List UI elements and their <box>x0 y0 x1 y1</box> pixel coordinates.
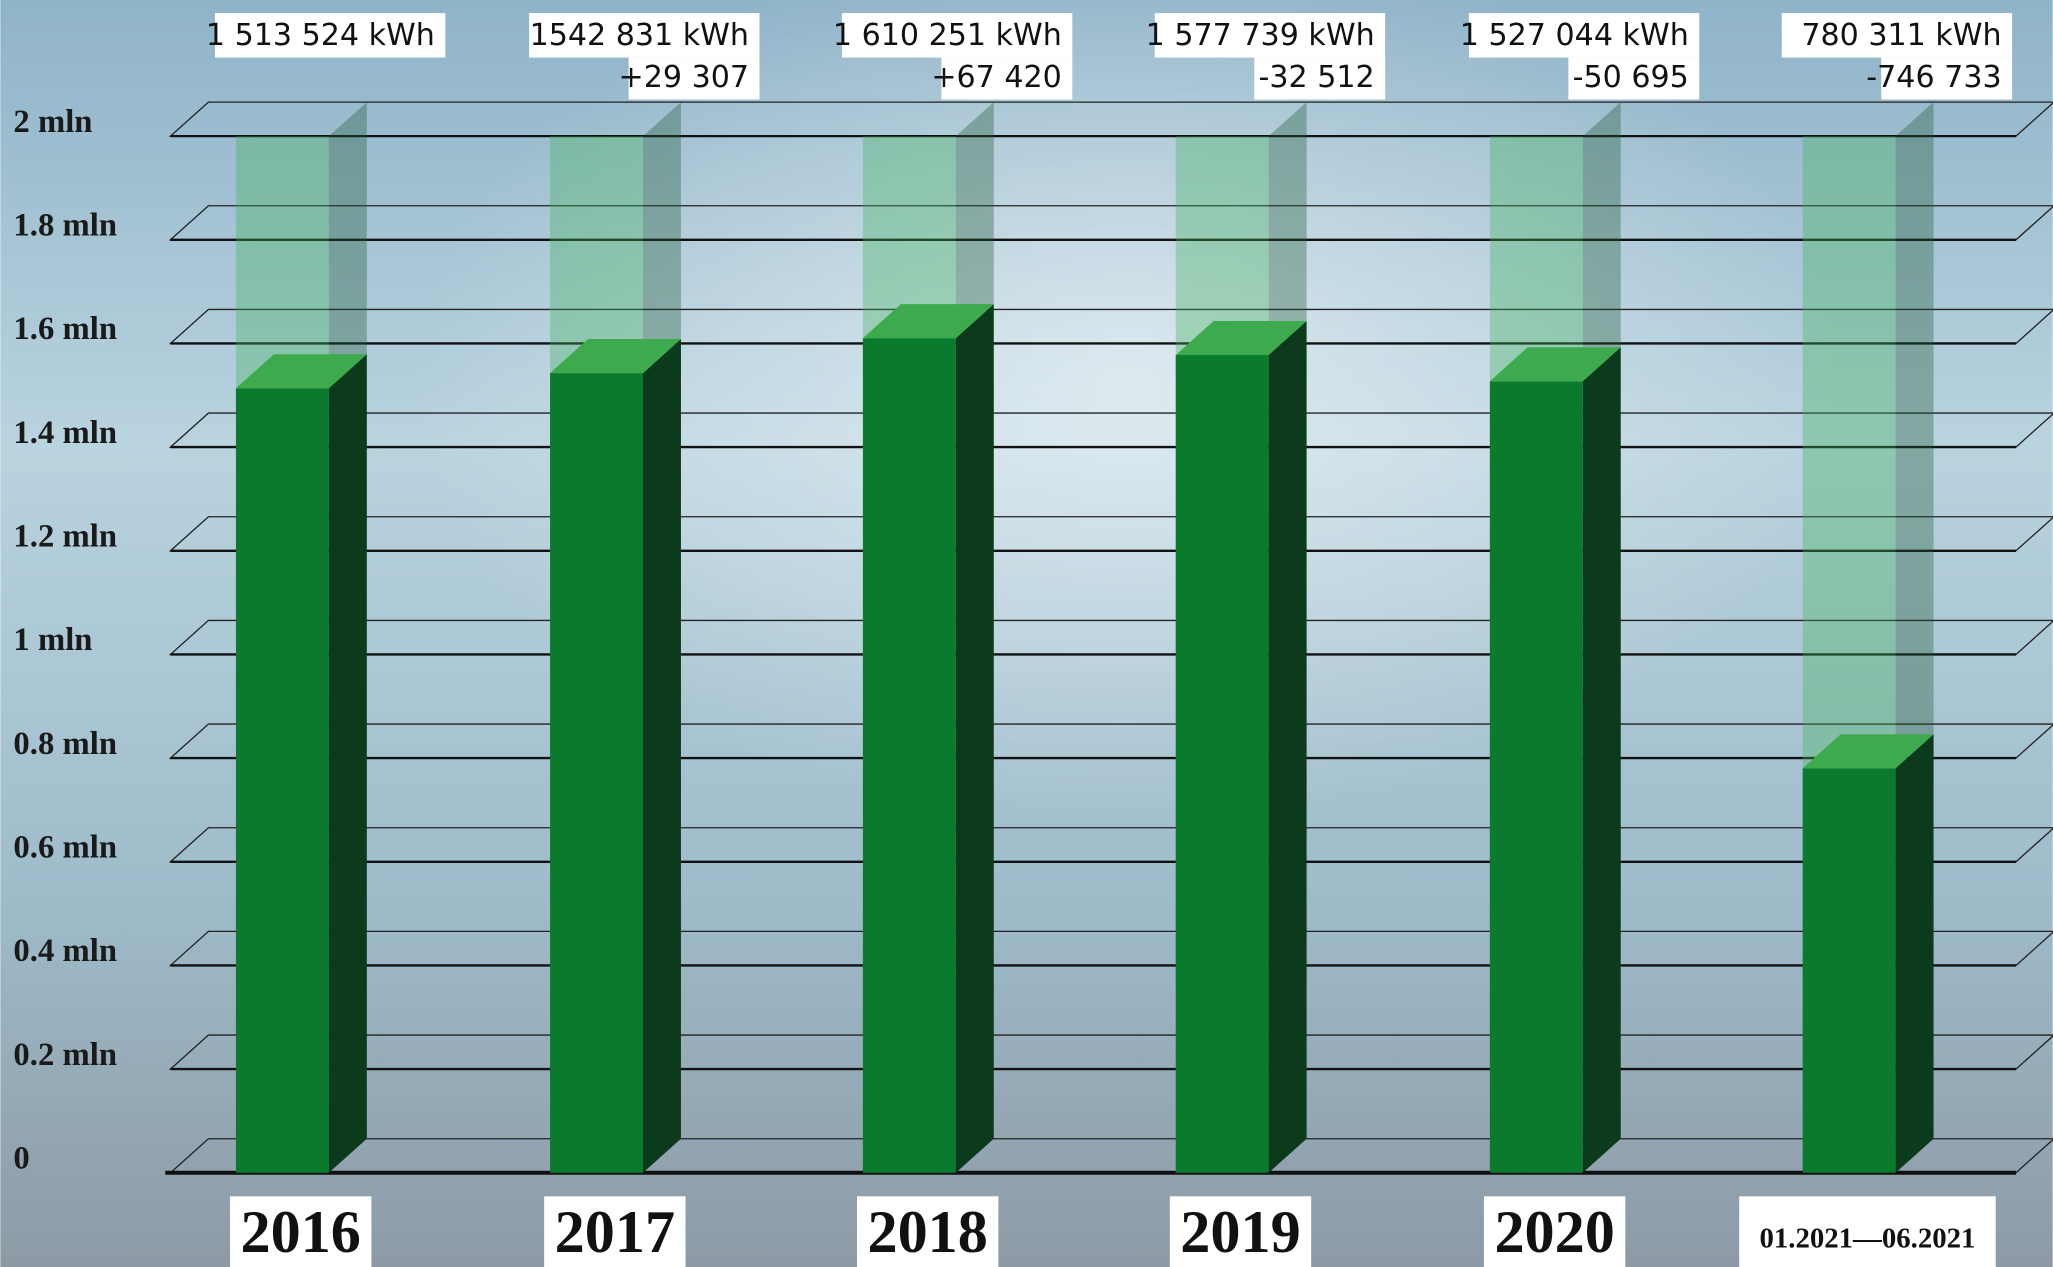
ghost-bar-side <box>1582 102 1621 382</box>
ghost-bar-side <box>328 102 367 389</box>
value-label-box <box>841 13 1073 58</box>
value-label: 1542 831 kWh <box>530 18 749 53</box>
bar-top <box>1802 734 1934 769</box>
bar-top <box>235 354 367 389</box>
change-label: -32 512 <box>1258 60 1374 95</box>
ghost-bar <box>1802 136 1896 769</box>
bar-top <box>1489 347 1621 382</box>
ghost-bar <box>235 136 329 389</box>
category-box <box>1483 1196 1626 1267</box>
bar <box>1802 768 1896 1173</box>
ghost-bar <box>1489 136 1583 382</box>
x-tick-label: 2017 <box>555 1199 675 1266</box>
value-label: 1 610 251 kWh <box>833 18 1062 53</box>
value-label-box <box>214 13 446 58</box>
ghost-bar-side <box>642 102 681 374</box>
y-tick-label: 1.8 mln <box>13 208 117 244</box>
bar-side <box>955 304 994 1173</box>
change-label: +29 307 <box>619 60 750 95</box>
y-tick-label: 2 mln <box>13 104 92 140</box>
y-tick-label: 0.4 mln <box>13 933 117 969</box>
y-tick-label: 1.4 mln <box>13 415 117 451</box>
y-tick-label: 0.6 mln <box>13 830 117 866</box>
category-box <box>1169 1196 1312 1267</box>
change-label: +67 420 <box>931 60 1062 95</box>
bar <box>1175 354 1269 1173</box>
change-label: -746 733 <box>1866 60 2001 95</box>
ghost-bar <box>1175 136 1269 355</box>
bar <box>1489 381 1583 1173</box>
y-tick-label: 0.2 mln <box>13 1037 117 1073</box>
bar-side <box>328 354 367 1173</box>
y-tick-label: 1 mln <box>13 622 92 658</box>
bar-side <box>642 339 681 1173</box>
bar <box>550 373 643 1173</box>
bar-side <box>1268 320 1307 1173</box>
value-label: 780 311 kWh <box>1801 18 2001 53</box>
x-tick-label: 01.2021—06.2021 <box>1760 1222 1976 1254</box>
value-label-box <box>1781 13 2013 58</box>
change-label-box <box>1254 57 1386 100</box>
change-label-box <box>1568 57 1700 100</box>
change-label-box <box>1881 57 2013 100</box>
category-box <box>544 1196 686 1267</box>
value-label: 1 577 739 kWh <box>1146 18 1375 53</box>
bar-side <box>1895 734 1934 1173</box>
value-label-box <box>1468 13 1700 58</box>
value-label-box <box>1154 13 1386 58</box>
bar-top <box>862 304 994 339</box>
ghost-bar <box>550 136 643 374</box>
x-tick-label: 2020 <box>1494 1199 1614 1266</box>
x-tick-label: 2018 <box>867 1199 987 1266</box>
x-tick-label: 2019 <box>1180 1199 1300 1266</box>
value-label: 1 527 044 kWh <box>1460 18 1689 53</box>
ghost-bar-side <box>1268 102 1307 355</box>
bar-side <box>1582 347 1621 1173</box>
change-label-box <box>628 57 760 100</box>
y-tick-label: 0.8 mln <box>13 726 117 762</box>
ghost-bar-side <box>1895 102 1934 769</box>
bar-top <box>550 339 681 374</box>
y-tick-label: 0 <box>13 1140 29 1176</box>
x-tick-label: 2016 <box>241 1199 361 1266</box>
change-label-box <box>941 57 1073 100</box>
y-tick-label: 1.6 mln <box>13 311 117 347</box>
bar-top <box>1175 320 1307 355</box>
value-label: 1 513 524 kWh <box>206 18 435 53</box>
y-tick-label: 1.2 mln <box>13 519 117 555</box>
change-label: -50 695 <box>1573 60 1689 95</box>
ghost-bar-side <box>955 102 994 339</box>
category-box <box>1739 1196 1996 1267</box>
category-box <box>856 1196 999 1267</box>
value-label-box <box>529 13 760 58</box>
bar <box>235 388 329 1173</box>
bar <box>862 338 956 1173</box>
category-box <box>230 1196 372 1267</box>
